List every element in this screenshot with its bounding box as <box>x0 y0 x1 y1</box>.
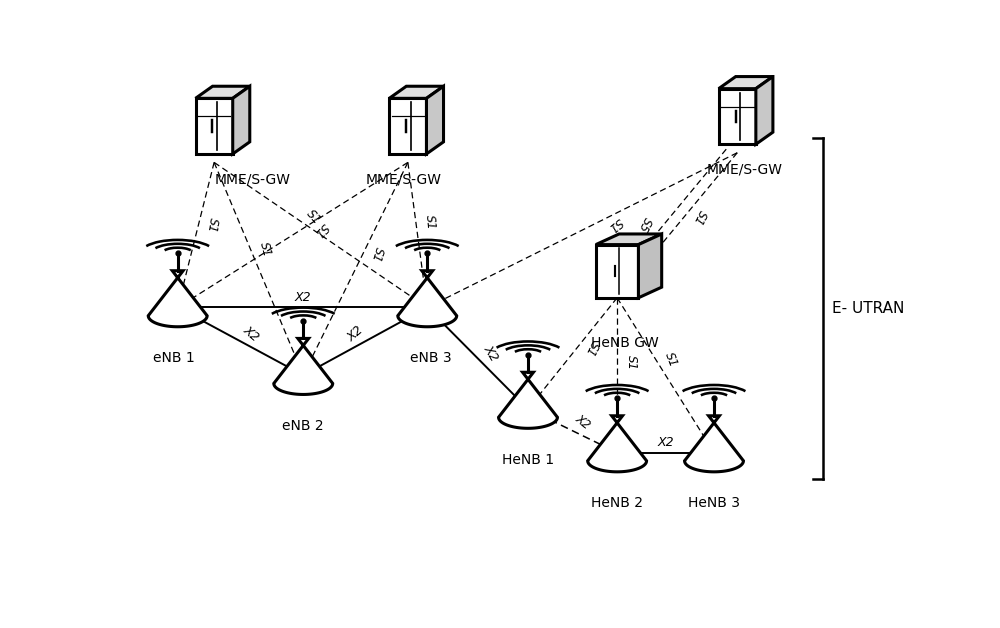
Text: MME/S-GW: MME/S-GW <box>366 172 442 186</box>
Text: X2: X2 <box>240 323 261 344</box>
Polygon shape <box>685 416 743 472</box>
Text: S1: S1 <box>625 355 638 371</box>
Polygon shape <box>499 372 557 428</box>
Text: S1: S1 <box>257 241 273 259</box>
Polygon shape <box>756 77 773 144</box>
Text: E- UTRAN: E- UTRAN <box>832 301 904 316</box>
Polygon shape <box>196 99 233 154</box>
Polygon shape <box>719 89 756 144</box>
Text: S1: S1 <box>662 350 680 369</box>
Polygon shape <box>596 234 662 244</box>
Polygon shape <box>398 271 457 327</box>
Text: MME/S-GW: MME/S-GW <box>707 163 783 176</box>
Text: X2: X2 <box>481 343 501 364</box>
Text: eNB 3: eNB 3 <box>410 351 452 365</box>
Polygon shape <box>588 416 647 472</box>
Text: HeNB 2: HeNB 2 <box>591 496 643 510</box>
Text: S1: S1 <box>690 208 708 227</box>
Text: HeNB 3: HeNB 3 <box>688 496 740 510</box>
Polygon shape <box>426 86 444 154</box>
Text: S5: S5 <box>636 214 654 234</box>
Text: S1: S1 <box>369 246 386 263</box>
Polygon shape <box>638 234 662 298</box>
Text: S1: S1 <box>205 216 220 233</box>
Text: HeNB GW: HeNB GW <box>591 337 659 350</box>
Text: X2: X2 <box>573 413 593 432</box>
Text: S1: S1 <box>423 215 437 230</box>
Text: eNB 2: eNB 2 <box>282 419 324 433</box>
Text: S1: S1 <box>311 220 331 239</box>
Polygon shape <box>389 86 444 99</box>
Polygon shape <box>196 86 250 99</box>
Text: eNB 1: eNB 1 <box>153 351 195 365</box>
Text: X2: X2 <box>345 323 366 344</box>
Text: S1: S1 <box>304 207 324 227</box>
Polygon shape <box>148 271 207 327</box>
Text: HeNB 1: HeNB 1 <box>502 453 554 467</box>
Polygon shape <box>389 99 426 154</box>
Text: X2: X2 <box>657 436 674 450</box>
Text: S1: S1 <box>583 338 601 358</box>
Text: S1: S1 <box>606 215 626 234</box>
Polygon shape <box>719 77 773 89</box>
Polygon shape <box>233 86 250 154</box>
Text: X2: X2 <box>294 291 311 305</box>
Text: MME/S-GW: MME/S-GW <box>214 172 290 186</box>
Polygon shape <box>596 244 638 298</box>
Polygon shape <box>274 338 333 394</box>
